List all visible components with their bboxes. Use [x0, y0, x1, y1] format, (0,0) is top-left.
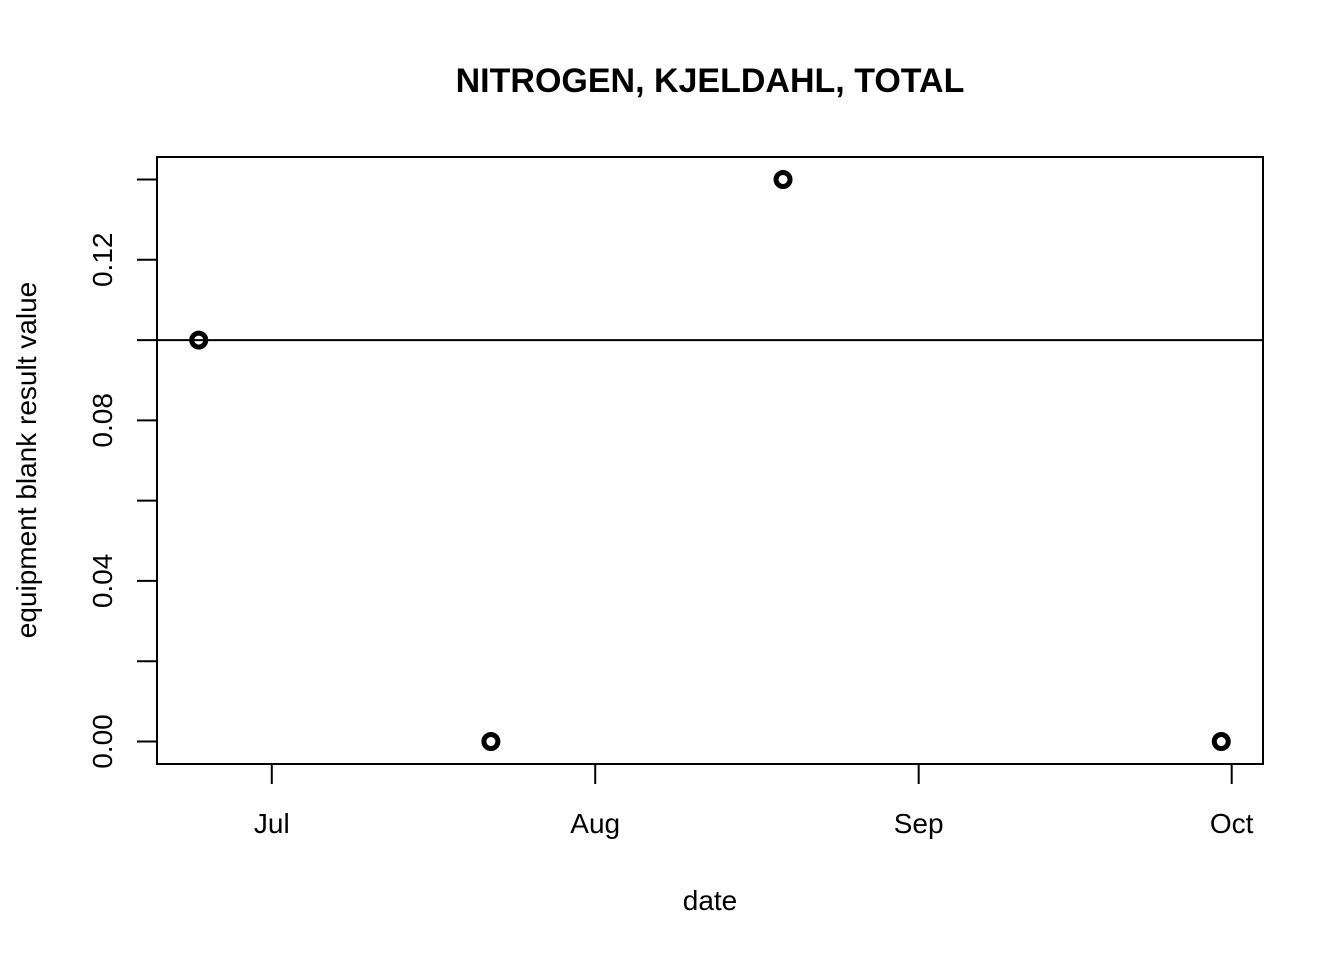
y-tick-label: 0.12	[87, 233, 118, 288]
data-point	[1211, 732, 1231, 752]
y-tick-label: 0.08	[87, 393, 118, 448]
data-points	[189, 169, 1231, 752]
y-axis: 0.00 0.04 0.08 0.12	[87, 178, 158, 769]
data-point	[189, 330, 209, 350]
x-tick-label: Jul	[254, 808, 290, 839]
x-axis-label: date	[683, 885, 738, 916]
y-axis-label: equipment blank result value	[11, 282, 42, 638]
x-tick-label: Sep	[894, 808, 944, 839]
data-point	[773, 169, 793, 189]
chart-title: NITROGEN, KJELDAHL, TOTAL	[456, 62, 965, 100]
x-tick-label: Oct	[1210, 808, 1254, 839]
plot-frame	[156, 156, 1264, 765]
data-point	[481, 732, 501, 752]
x-axis: Jul Aug Sep Oct	[254, 763, 1254, 839]
y-tick-label: 0.00	[87, 714, 118, 769]
y-tick-label: 0.04	[87, 554, 118, 609]
x-tick-label: Aug	[570, 808, 620, 839]
